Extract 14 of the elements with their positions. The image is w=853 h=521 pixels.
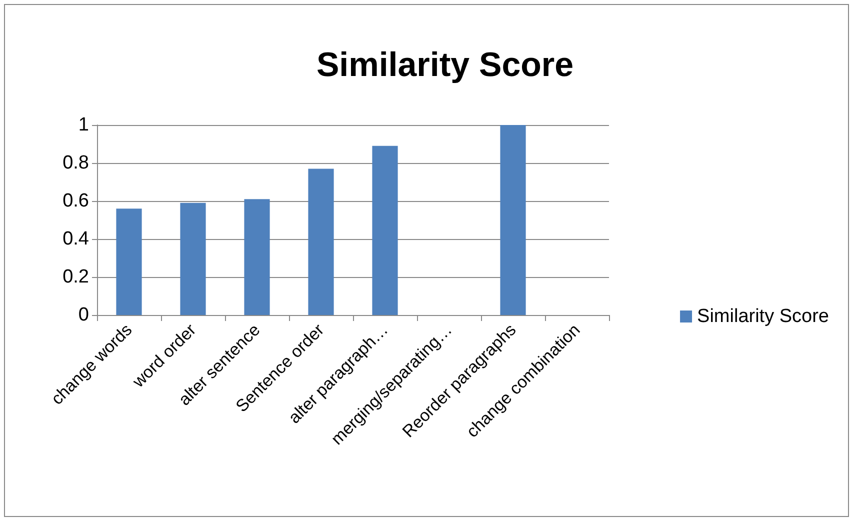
y-tick-label: 0.8 [62, 152, 89, 174]
bar [308, 168, 334, 315]
legend-label: Similarity Score [697, 306, 830, 327]
y-tick-label: 0.6 [62, 190, 89, 212]
bar [180, 202, 206, 315]
bar [500, 125, 526, 315]
y-tick-label: 0.4 [62, 228, 90, 250]
bar [244, 199, 270, 315]
chart-title: Similarity Score [316, 46, 574, 84]
y-tick-label: 1 [78, 114, 89, 136]
y-tick-label: 0 [78, 304, 89, 326]
bar [372, 146, 398, 315]
bar [116, 208, 142, 315]
y-tick-label: 0.2 [62, 266, 89, 288]
